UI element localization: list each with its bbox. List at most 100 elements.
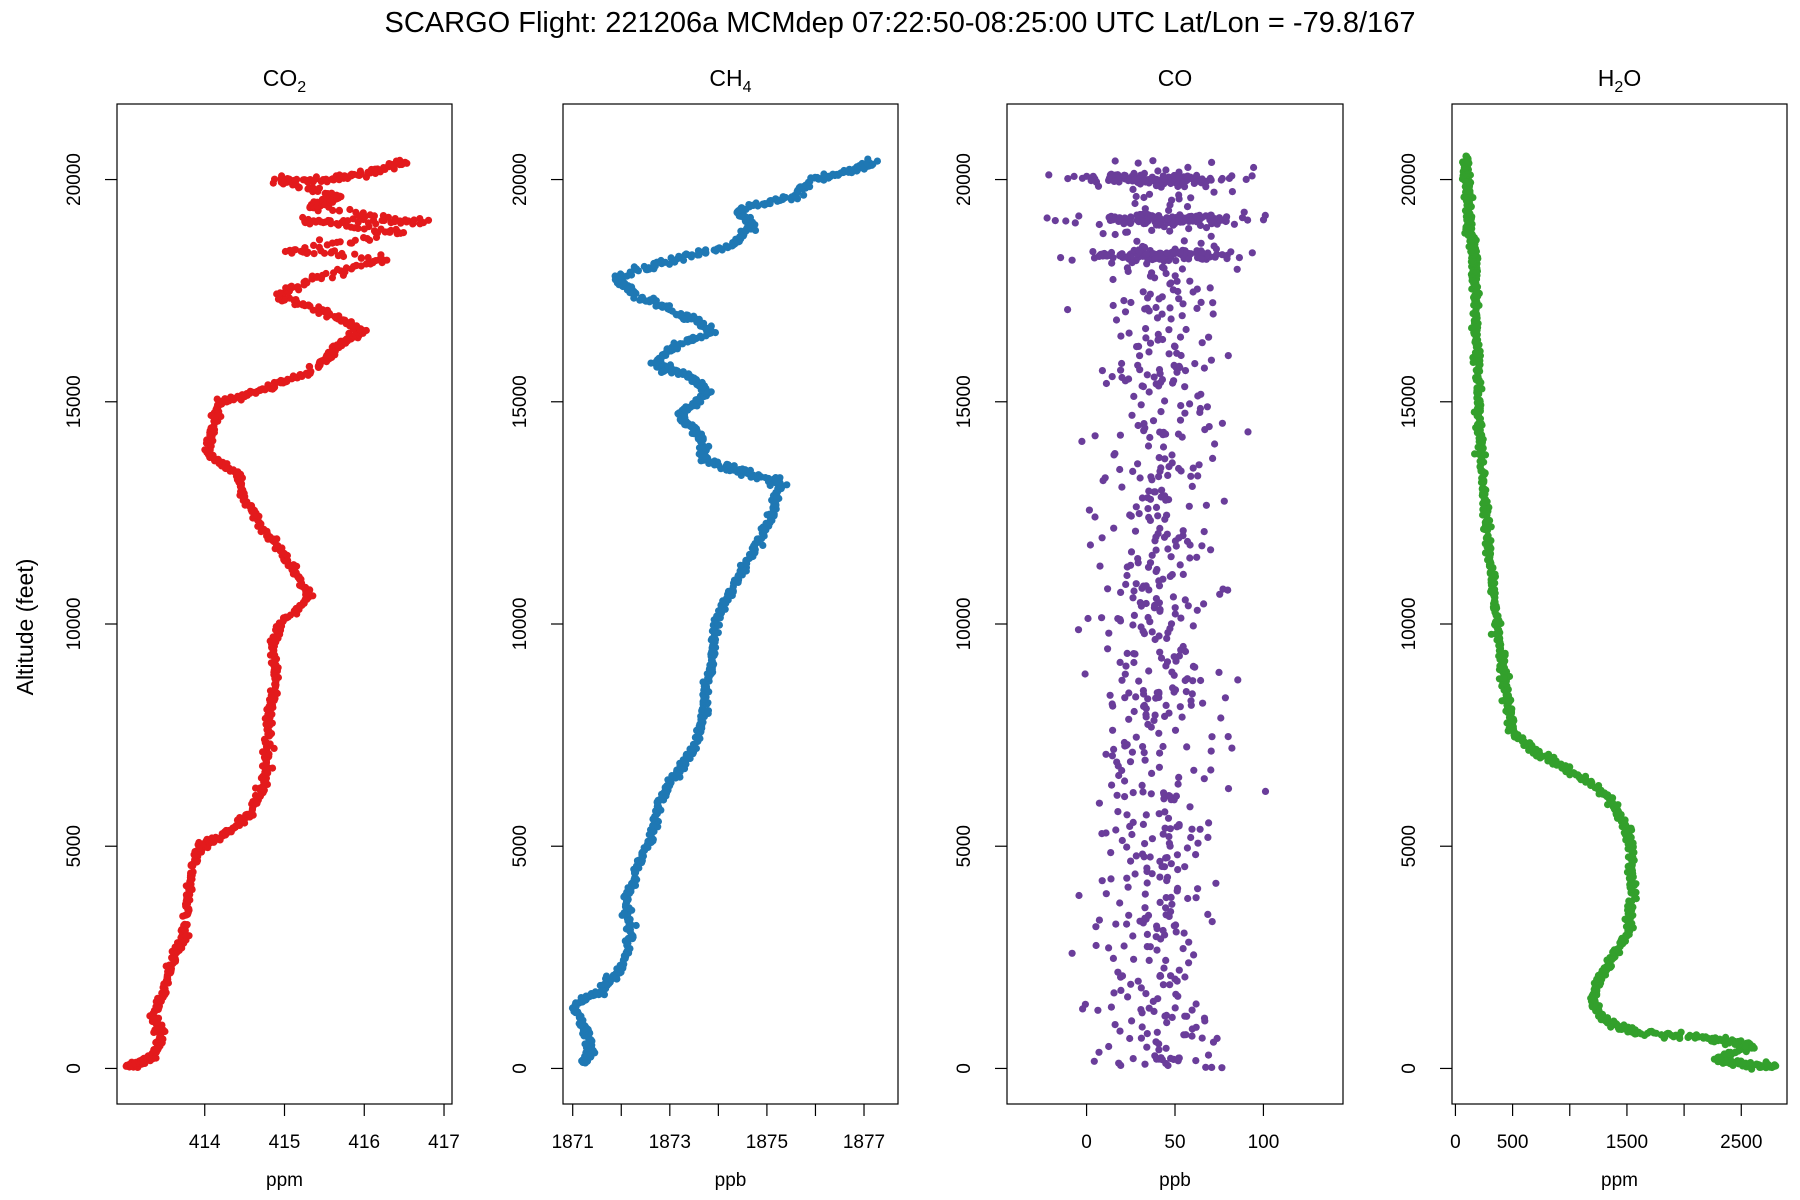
data-point — [1144, 720, 1152, 729]
data-point — [1173, 851, 1181, 859]
data-point — [1192, 851, 1200, 859]
data-point — [1478, 456, 1486, 464]
data-point — [1145, 487, 1153, 495]
data-point — [1183, 203, 1192, 211]
data-point — [1125, 375, 1133, 383]
data-point — [1142, 990, 1150, 998]
data-point — [1151, 488, 1159, 496]
data-point — [1186, 554, 1194, 562]
data-point — [688, 429, 696, 437]
data-point — [1167, 179, 1175, 188]
data-point — [1160, 964, 1168, 972]
data-point — [1171, 272, 1179, 280]
data-point — [1164, 814, 1173, 822]
data-point — [1123, 920, 1131, 928]
data-point — [287, 282, 296, 290]
data-point — [1152, 533, 1160, 541]
data-point — [1194, 839, 1202, 847]
data-point — [1158, 862, 1166, 871]
data-point — [1200, 600, 1208, 608]
data-point — [372, 257, 380, 265]
data-point — [1182, 325, 1190, 334]
data-point — [351, 236, 359, 244]
data-point — [1146, 433, 1154, 442]
data-point — [1200, 1014, 1209, 1022]
data-point — [1182, 688, 1190, 696]
data-point — [1114, 615, 1122, 623]
data-point — [1120, 297, 1128, 305]
data-point — [1166, 981, 1174, 989]
data-point — [1175, 173, 1183, 181]
data-point — [1105, 629, 1113, 637]
data-point — [1228, 188, 1236, 196]
data-point — [702, 249, 710, 257]
data-point — [1181, 1012, 1189, 1020]
data-point — [1091, 432, 1099, 440]
data-point — [1089, 248, 1097, 256]
data-point — [602, 972, 611, 980]
data-point — [1120, 942, 1128, 950]
data-point — [1157, 408, 1165, 416]
data-point — [1159, 926, 1167, 935]
data-point — [1193, 171, 1201, 179]
data-point — [424, 216, 433, 224]
data-point — [1125, 329, 1133, 337]
x-tick-label: 1871 — [552, 1132, 594, 1153]
data-point — [1210, 188, 1218, 196]
data-point — [1123, 811, 1131, 819]
data-point — [714, 621, 722, 629]
data-point — [1176, 248, 1184, 256]
data-point — [1162, 701, 1170, 710]
data-point — [1117, 1061, 1125, 1069]
data-point — [1143, 250, 1151, 258]
data-point — [1118, 972, 1127, 980]
data-point — [357, 254, 365, 262]
data-point — [766, 481, 774, 490]
x-tick-label: 1873 — [649, 1132, 691, 1153]
data-point — [315, 236, 324, 244]
data-point — [1157, 935, 1165, 943]
data-point — [1109, 726, 1117, 734]
data-point — [355, 212, 363, 220]
data-point — [183, 921, 191, 929]
data-point — [262, 775, 270, 784]
data-point — [1469, 310, 1477, 318]
series-co2 — [122, 156, 433, 1071]
data-point — [1130, 650, 1138, 658]
data-point — [1141, 890, 1149, 898]
data-point — [1136, 917, 1144, 925]
data-point — [1178, 265, 1186, 273]
data-point — [675, 252, 683, 260]
data-point — [632, 921, 640, 930]
data-point — [1156, 648, 1164, 656]
data-point — [1105, 944, 1113, 952]
data-point — [378, 216, 386, 224]
series-h2o — [1458, 152, 1780, 1073]
data-point — [1128, 830, 1136, 839]
data-point — [1141, 305, 1149, 313]
data-point — [1139, 687, 1147, 695]
data-point — [1181, 973, 1189, 981]
data-point — [1168, 900, 1176, 908]
data-point — [1103, 252, 1111, 260]
data-point — [1208, 918, 1216, 926]
data-point — [1116, 214, 1124, 222]
data-point — [1112, 826, 1120, 834]
data-point — [634, 267, 643, 275]
data-point — [1064, 306, 1072, 314]
data-point — [1186, 400, 1194, 408]
data-point — [1184, 163, 1192, 171]
data-point — [1160, 428, 1168, 436]
data-point — [696, 332, 704, 340]
data-point — [1135, 248, 1143, 256]
data-point — [1148, 269, 1156, 277]
x-axis-label: ppm — [266, 1170, 303, 1191]
data-point — [1109, 954, 1117, 963]
data-point — [1107, 875, 1115, 883]
data-point — [1169, 286, 1177, 294]
data-point — [341, 172, 349, 180]
data-point — [1134, 361, 1142, 369]
data-point — [1084, 614, 1092, 623]
data-point — [1208, 733, 1216, 741]
data-point — [1188, 690, 1196, 698]
